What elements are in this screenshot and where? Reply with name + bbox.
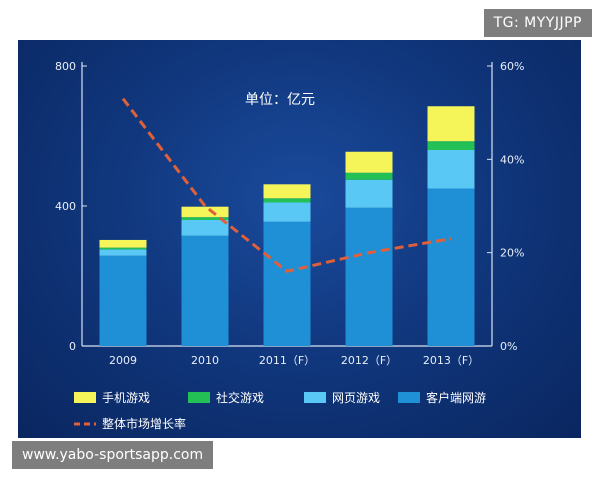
x-tick-label: 2012（F）	[341, 354, 397, 367]
chart-svg: 0 400 800 0% 20% 40% 60% 2009 2010 2011（F） 2012（F）…	[55, 60, 524, 431]
left-tick-label: 0	[69, 340, 76, 353]
bar-segment	[345, 172, 393, 180]
left-tick-label: 400	[55, 200, 76, 213]
labels: 0 400 800 0% 20% 40% 60% 2009 2010 2011（F） 2012（F）…	[55, 60, 524, 367]
x-tick-label: 2011（F）	[259, 354, 315, 367]
bar-segment	[427, 188, 475, 346]
legend-label: 手机游戏	[102, 391, 150, 405]
right-tick-label: 40%	[500, 153, 524, 166]
bar-segment	[181, 235, 229, 346]
unit-annotation: 单位：亿元	[245, 92, 315, 108]
bar-segment	[263, 202, 311, 222]
bar-segment	[345, 179, 393, 208]
bar-segment	[345, 207, 393, 346]
right-tick-label: 60%	[500, 60, 524, 73]
bar-segment	[263, 221, 311, 346]
bar-segment	[263, 198, 311, 203]
bar-segment	[181, 217, 229, 220]
bar-segment	[99, 247, 147, 250]
x-tick-label: 2013（F）	[423, 354, 479, 367]
bar-segment	[427, 141, 475, 150]
growth-rate-line	[121, 97, 452, 273]
chart-panel: 0 400 800 0% 20% 40% 60% 2009 2010 2011（F） 2012（F）…	[18, 40, 581, 438]
watermark-top: TG: MYYJJPP	[483, 9, 592, 37]
bar-segment	[427, 150, 475, 189]
legend-swatch	[304, 392, 326, 403]
legend-swatch	[74, 392, 96, 403]
legend-swatch	[398, 392, 420, 403]
legend-label: 社交游戏	[216, 390, 264, 405]
bar-segment	[345, 151, 393, 173]
legend-swatch	[188, 392, 210, 403]
right-tick-label: 0%	[500, 340, 517, 353]
bar-segment	[99, 239, 147, 248]
bars	[99, 106, 475, 346]
bar-segment	[263, 184, 311, 199]
x-tick-label: 2010	[191, 354, 219, 367]
bar-segment	[181, 206, 229, 218]
bar-segment	[99, 249, 147, 256]
legend-label: 客户端网游	[426, 390, 486, 405]
bar-segment	[99, 255, 147, 346]
growth-line	[121, 97, 452, 273]
bar-segment	[427, 106, 475, 142]
legend-label: 网页游戏	[332, 391, 380, 405]
bar-segment	[181, 220, 229, 236]
right-tick-label: 20%	[500, 247, 524, 260]
watermark-bottom: www.yabo-sportsapp.com	[12, 441, 214, 469]
legend-label: 整体市场增长率	[102, 416, 186, 431]
x-tick-label: 2009	[109, 354, 137, 367]
left-tick-label: 800	[55, 60, 76, 73]
